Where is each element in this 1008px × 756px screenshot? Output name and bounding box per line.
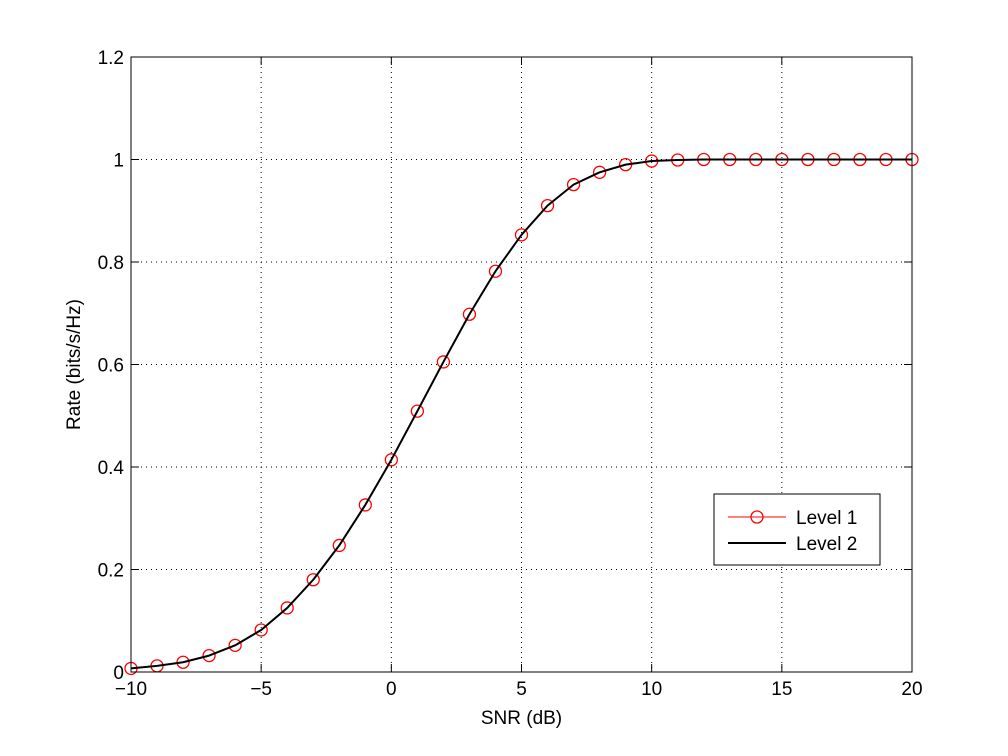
series-line <box>130 158 912 670</box>
y-tick-label: 0.6 <box>98 356 124 377</box>
y-tick-label: 0.2 <box>98 561 124 582</box>
grid-layer <box>131 57 912 672</box>
x-tick-label: 5 <box>516 679 527 700</box>
series-level-2 <box>130 158 912 670</box>
y-axis-label: Rate (bits/s/Hz) <box>64 299 85 430</box>
data-point-marker <box>254 623 268 637</box>
legend-box <box>713 493 881 566</box>
data-point-marker <box>280 601 294 615</box>
data-point-marker <box>358 498 372 512</box>
legend-label-level-2: Level 2 <box>796 534 857 555</box>
legend-label-level-1: Level 1 <box>796 508 857 529</box>
series-layer <box>124 152 919 676</box>
legend-marker-level-1 <box>750 510 764 524</box>
x-tick-label: 15 <box>771 679 792 700</box>
y-tick-label: 1.2 <box>98 48 124 69</box>
data-point-marker <box>462 307 477 321</box>
y-tick-label: 1 <box>113 151 124 172</box>
series-level-1 <box>124 152 919 676</box>
x-axis-label: SNR (dB) <box>481 708 562 729</box>
data-point-marker <box>566 177 581 192</box>
data-point-marker <box>540 198 555 213</box>
data-point-marker <box>436 355 451 369</box>
y-tick-label: 0.8 <box>98 253 124 274</box>
data-point-marker <box>202 648 216 663</box>
data-point-marker <box>384 453 398 467</box>
x-tick-label: −10 <box>115 679 147 700</box>
data-point-marker <box>488 264 503 278</box>
data-point-marker <box>592 165 607 179</box>
tick-layer: −10 −5 0 5 10 15 20 0 0.2 0.4 0.6 0.8 1 1.2 <box>98 48 923 700</box>
x-tick-label: −5 <box>250 679 272 700</box>
data-point-marker <box>306 573 320 587</box>
data-point-marker <box>410 404 425 418</box>
legend: Level 1 Level 2 <box>713 493 881 566</box>
data-point-marker <box>228 638 242 652</box>
y-tick-label: 0.4 <box>98 458 125 479</box>
data-point-marker <box>514 228 529 242</box>
x-tick-label: 20 <box>901 679 922 700</box>
x-tick-label: 10 <box>641 679 662 700</box>
data-point-marker <box>332 538 346 553</box>
y-tick-label: 0 <box>113 663 124 684</box>
x-tick-label: 0 <box>386 679 397 700</box>
